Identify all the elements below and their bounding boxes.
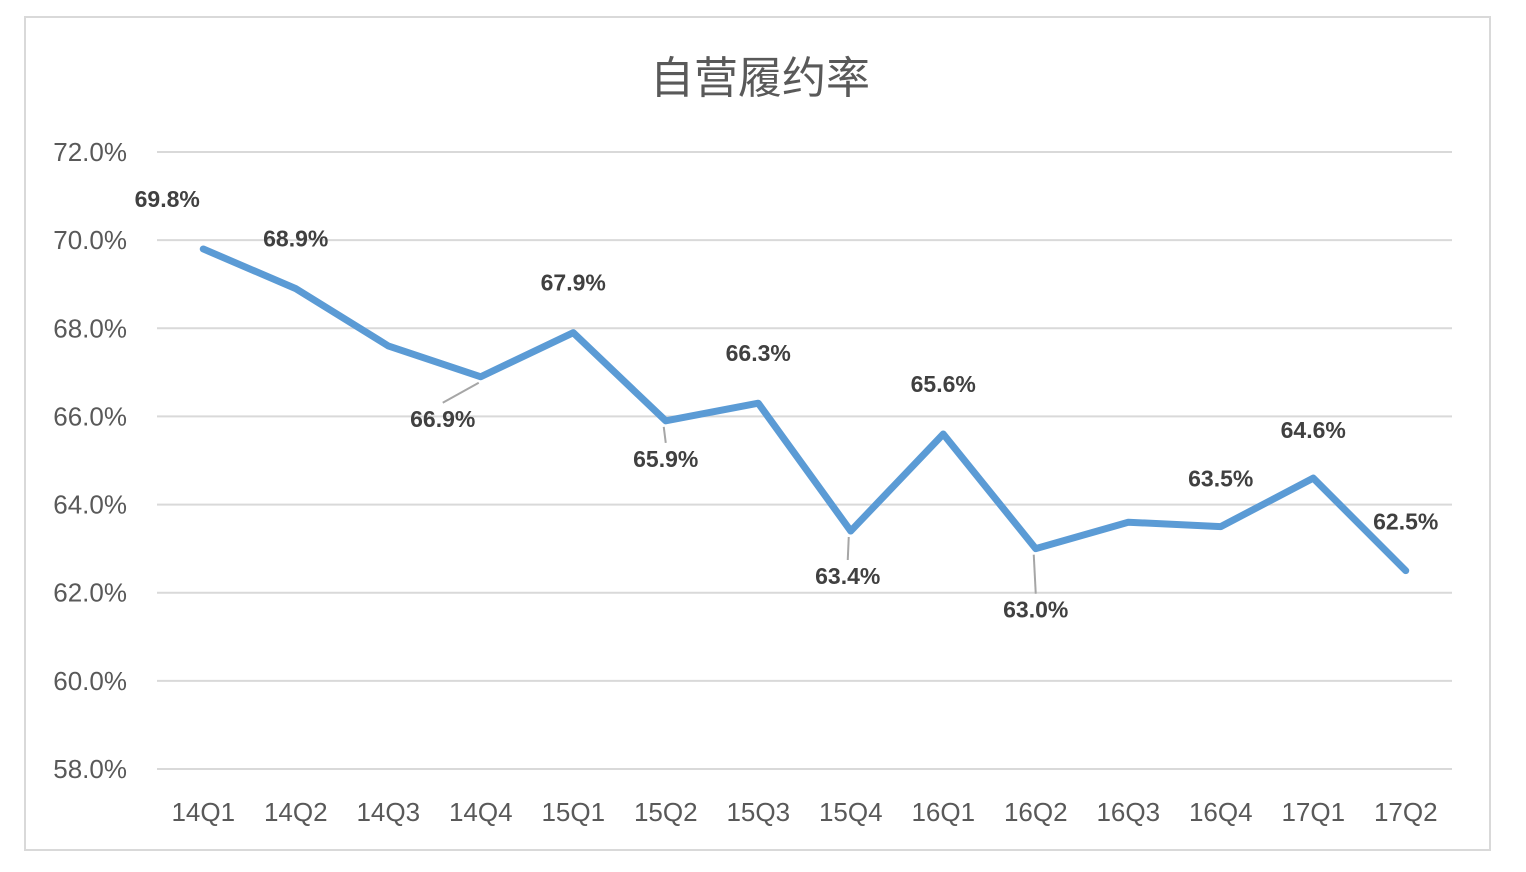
data-label: 62.5%	[1373, 509, 1438, 535]
data-label: 69.8%	[135, 186, 200, 212]
y-axis-ticks: 58.0% 60.0% 62.0% 64.0% 66.0% 68.0% 70.0% 72.0%	[53, 137, 127, 784]
data-label: 68.9%	[263, 226, 328, 252]
chart-title: 自营履约率	[650, 53, 870, 104]
label-leaders	[442, 381, 1037, 594]
y-tick-label: 70.0%	[53, 225, 127, 255]
leader-line	[662, 426, 667, 443]
x-axis-ticks: 14Q1 14Q2 14Q3 14Q4 15Q1 15Q2 15Q3 15Q4 16Q1 16Q2…	[171, 797, 1437, 827]
y-tick-label: 58.0%	[53, 754, 127, 784]
leader-line	[846, 536, 850, 561]
x-tick-label: 15Q2	[634, 797, 698, 827]
data-label: 66.9%	[410, 406, 475, 432]
x-tick-label: 16Q3	[1096, 797, 1160, 827]
x-tick-label: 14Q3	[356, 797, 420, 827]
series-polyline	[199, 245, 1410, 575]
data-label: 64.6%	[1281, 417, 1346, 443]
x-tick-label: 14Q1	[171, 797, 235, 827]
data-label: 63.0%	[1003, 597, 1068, 623]
data-label: 66.3%	[726, 340, 791, 366]
data-label: 65.6%	[911, 371, 976, 397]
x-tick-label: 14Q2	[264, 797, 328, 827]
x-tick-label: 16Q1	[911, 797, 975, 827]
x-tick-label: 15Q1	[541, 797, 605, 827]
x-tick-label: 17Q2	[1374, 797, 1438, 827]
x-tick-label: 16Q2	[1004, 797, 1068, 827]
y-tick-label: 66.0%	[53, 401, 127, 431]
data-label: 67.9%	[541, 270, 606, 296]
y-tick-label: 62.0%	[53, 578, 127, 608]
leader-line	[1032, 554, 1037, 594]
y-tick-label: 60.0%	[53, 666, 127, 696]
x-tick-label: 15Q4	[819, 797, 883, 827]
x-tick-label: 14Q4	[449, 797, 513, 827]
x-tick-label: 17Q1	[1281, 797, 1345, 827]
y-tick-label: 72.0%	[53, 137, 127, 167]
y-tick-label: 64.0%	[53, 490, 127, 520]
x-tick-label: 15Q3	[726, 797, 790, 827]
series-line	[199, 245, 1410, 575]
chart-frame	[24, 16, 1491, 851]
data-label: 65.9%	[633, 446, 698, 472]
x-tick-label: 16Q4	[1189, 797, 1253, 827]
data-labels: 69.8% 68.9% 66.9% 67.9% 65.9% 66.3% 63.4% 65.6%…	[135, 186, 1439, 623]
leader-line	[442, 381, 480, 404]
gridlines	[157, 151, 1452, 770]
y-tick-label: 68.0%	[53, 313, 127, 343]
data-label: 63.5%	[1188, 466, 1253, 492]
data-label: 63.4%	[815, 563, 880, 589]
